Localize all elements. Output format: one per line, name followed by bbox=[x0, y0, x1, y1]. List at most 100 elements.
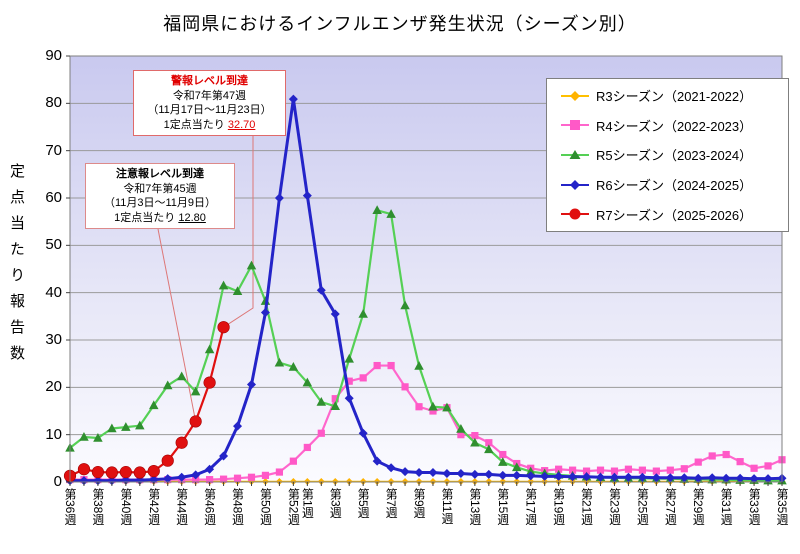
data-point-marker bbox=[135, 420, 145, 430]
data-point-marker bbox=[149, 400, 159, 410]
x-tick-label-week-7: 第7週 bbox=[384, 488, 399, 519]
x-tick-label-week-40: 第40週 bbox=[118, 488, 133, 526]
data-point-marker bbox=[414, 468, 424, 478]
legend-label-r3: R3シーズン（2021-2022） bbox=[596, 89, 753, 105]
data-point-marker bbox=[428, 401, 438, 411]
y-tick-label-80: 80 bbox=[45, 94, 62, 112]
data-point-marker bbox=[526, 471, 536, 481]
data-point-marker bbox=[93, 476, 103, 486]
data-point-marker bbox=[679, 473, 689, 483]
data-point-marker bbox=[344, 353, 354, 363]
data-point-marker bbox=[206, 476, 214, 484]
data-point-marker bbox=[177, 472, 187, 482]
legend-marker-circle-icon bbox=[561, 208, 589, 220]
legend-marker-triangle-icon bbox=[561, 149, 589, 159]
data-point-marker bbox=[485, 439, 493, 447]
data-point-marker bbox=[623, 472, 633, 482]
x-tick-label-week-13: 第13週 bbox=[467, 488, 482, 526]
data-point-marker bbox=[274, 193, 284, 203]
y-tick-label-40: 40 bbox=[45, 283, 62, 301]
annotation-advisory-value: 12.80 bbox=[178, 211, 206, 224]
series-line-r4 bbox=[70, 364, 783, 481]
x-tick-label-week-17: 第17週 bbox=[523, 488, 538, 526]
data-point-marker bbox=[610, 467, 619, 475]
data-point-marker bbox=[694, 458, 702, 466]
data-point-marker bbox=[652, 467, 660, 475]
data-point-marker bbox=[246, 260, 257, 270]
data-point-marker bbox=[429, 407, 437, 415]
annotation-warning-week: 令和7年第47週 bbox=[172, 89, 247, 102]
x-tick-label-week-9: 第9週 bbox=[412, 488, 427, 519]
data-point-marker bbox=[763, 474, 773, 484]
data-point-marker bbox=[79, 476, 89, 486]
x-tick-label-week-38: 第38週 bbox=[90, 488, 105, 526]
data-point-marker bbox=[232, 286, 243, 295]
data-point-marker bbox=[288, 94, 298, 104]
data-point-marker bbox=[499, 450, 507, 459]
x-tick-label-week-52: 第52週 bbox=[286, 488, 301, 526]
data-point-marker bbox=[105, 466, 118, 479]
data-point-marker bbox=[205, 464, 215, 474]
data-point-marker bbox=[386, 209, 396, 218]
data-point-marker bbox=[161, 454, 174, 467]
data-point-marker bbox=[316, 397, 327, 406]
x-tick-label-week-15: 第15週 bbox=[495, 488, 510, 526]
data-point-marker bbox=[638, 466, 646, 474]
data-point-marker bbox=[359, 374, 367, 382]
data-point-marker bbox=[400, 300, 410, 310]
x-tick-label-week-3: 第3週 bbox=[328, 488, 343, 519]
data-point-marker bbox=[303, 443, 311, 452]
data-point-marker bbox=[302, 191, 312, 201]
data-point-marker bbox=[261, 471, 270, 479]
data-point-marker bbox=[190, 386, 201, 396]
plot-border bbox=[69, 55, 783, 483]
legend-marker-diamond-icon bbox=[561, 179, 589, 190]
chart-title: 福岡県におけるインフルエンザ発生状況（シーズン別） bbox=[163, 14, 637, 34]
data-point-marker bbox=[275, 468, 284, 476]
data-point-marker bbox=[665, 473, 675, 483]
legend-item-r7: R7シーズン（2025-2026） bbox=[547, 205, 788, 224]
annotation-warning-heading: 警報レベル到達 bbox=[171, 75, 248, 87]
data-point-marker bbox=[331, 395, 339, 403]
y-tick-label-30: 30 bbox=[45, 331, 62, 348]
data-point-marker bbox=[484, 469, 494, 479]
data-point-marker bbox=[400, 467, 410, 477]
annotation-warning-value-line: 1定点当たり 32.70 bbox=[163, 118, 256, 131]
annotation-advisory-week: 令和7年第45週 bbox=[123, 182, 197, 195]
data-point-marker bbox=[79, 432, 89, 441]
data-point-marker bbox=[582, 467, 591, 475]
data-point-marker bbox=[680, 465, 688, 473]
data-point-marker bbox=[121, 422, 131, 431]
data-point-marker bbox=[511, 462, 522, 472]
x-tick-label-week-5: 第5週 bbox=[356, 488, 371, 519]
y-tick-label-10: 10 bbox=[45, 425, 62, 443]
x-tick-label-week-25: 第25週 bbox=[635, 488, 650, 526]
x-tick-label-week-23: 第23週 bbox=[607, 488, 622, 526]
y-tick-label-60: 60 bbox=[45, 189, 62, 206]
data-point-marker bbox=[750, 464, 758, 472]
legend-marker-square-icon bbox=[561, 120, 589, 131]
data-point-marker bbox=[707, 473, 717, 483]
data-point-marker bbox=[107, 423, 117, 433]
annotation-warning-dates: （11月17日～11月23日） bbox=[147, 104, 272, 117]
legend-label-r6: R6シーズン（2024-2025） bbox=[596, 178, 753, 194]
data-point-marker bbox=[442, 402, 452, 412]
data-point-marker bbox=[77, 463, 91, 476]
data-point-marker bbox=[330, 309, 340, 319]
data-point-marker bbox=[163, 474, 173, 484]
data-point-marker bbox=[484, 444, 494, 454]
data-point-marker bbox=[219, 475, 228, 483]
leader-line-warning bbox=[223, 135, 254, 328]
x-tick-label-week-42: 第42週 bbox=[146, 488, 161, 526]
data-point-marker bbox=[428, 468, 438, 478]
data-point-marker bbox=[133, 466, 146, 479]
data-point-marker bbox=[722, 450, 730, 459]
y-tick-label-50: 50 bbox=[45, 236, 62, 254]
data-point-marker bbox=[651, 473, 661, 483]
annotation-warning-value: 32.70 bbox=[227, 118, 256, 131]
legend-item-r5: R5シーズン（2023-2024） bbox=[547, 145, 788, 164]
data-point-marker bbox=[624, 465, 633, 473]
data-point-marker bbox=[372, 205, 382, 215]
data-point-marker bbox=[415, 403, 423, 411]
